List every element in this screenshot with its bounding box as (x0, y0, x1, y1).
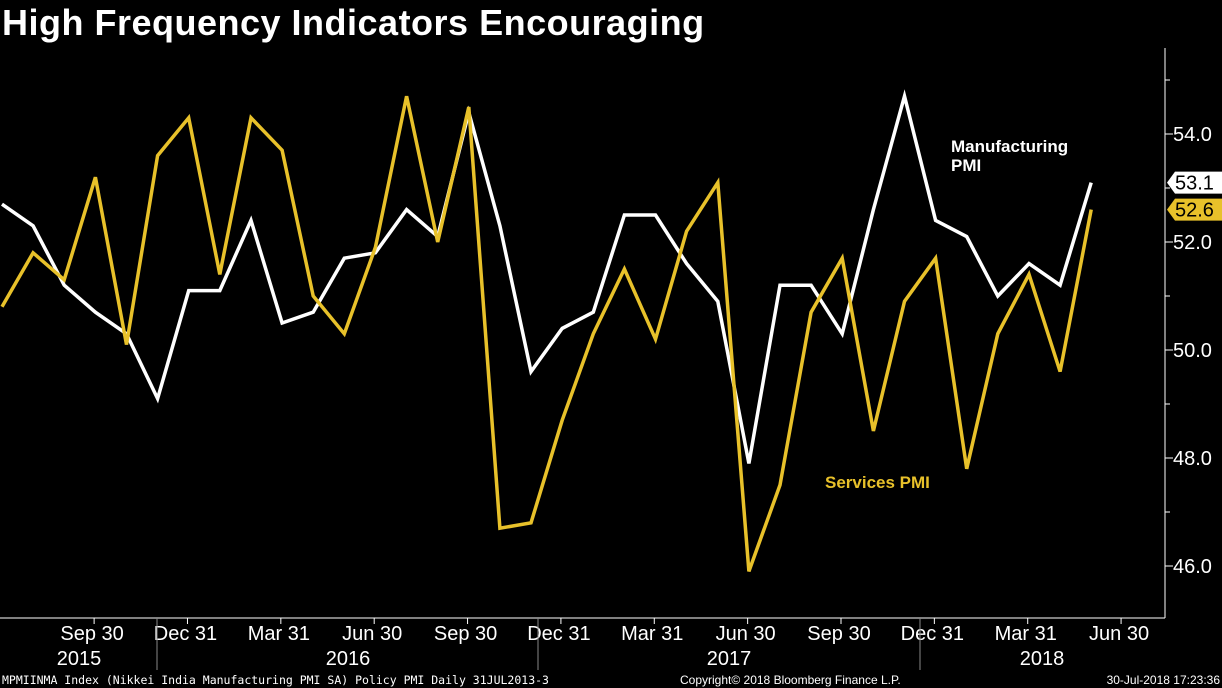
year-label: 2018 (1020, 648, 1065, 670)
x-tick-label: Sep 30 (434, 623, 497, 645)
y-tick-label: 52.0 (1173, 232, 1212, 254)
y-tick-label: 48.0 (1173, 448, 1212, 470)
manufacturing-pmi-line (1, 89, 1093, 464)
year-label: 2015 (57, 648, 102, 670)
y-tick-label: 54.0 (1173, 124, 1212, 146)
manufacturing-pmi-label-line1: Manufacturing (951, 137, 1068, 156)
services-pmi-tag-bg (1167, 198, 1222, 221)
axes: 46.0 48.0 50.0 52.0 54.0 Sep 30 Dec 31 Mar 31 Ju… (0, 48, 1212, 670)
manufacturing-pmi-tag-bg (1167, 171, 1222, 194)
x-tick-label: Mar 31 (995, 623, 1057, 645)
year-label: 2016 (326, 648, 371, 670)
x-tick-label: Mar 31 (621, 623, 683, 645)
x-tick-label: Jun 30 (716, 623, 776, 645)
y-tick-label: 46.0 (1173, 556, 1212, 578)
manufacturing-pmi-tag-value: 53.1 (1175, 173, 1214, 195)
y-tick-label: 50.0 (1173, 340, 1212, 362)
x-tick-label: Jun 30 (342, 623, 402, 645)
footer-copyright: Copyright© 2018 Bloomberg Finance L.P. (680, 673, 901, 687)
x-tick-label: Sep 30 (60, 623, 123, 645)
footer-source: MPMIINMA Index (Nikkei India Manufacturi… (2, 673, 549, 687)
chart-title: High Frequency Indicators Encouraging (2, 2, 705, 43)
manufacturing-pmi-label-line2: PMI (951, 156, 981, 175)
x-tick-label: Jun 30 (1089, 623, 1149, 645)
year-label: 2017 (707, 648, 752, 670)
services-pmi-label: Services PMI (825, 473, 930, 492)
services-pmi-line (0, 95, 1093, 572)
services-pmi-tag-value: 52.6 (1175, 200, 1214, 222)
x-tick-label: Dec 31 (527, 623, 590, 645)
x-tick-label: Dec 31 (154, 623, 217, 645)
x-tick-label: Sep 30 (807, 623, 870, 645)
x-tick-label: Mar 31 (248, 623, 310, 645)
x-tick-label: Dec 31 (901, 623, 964, 645)
series-layer (0, 89, 1093, 572)
footer-timestamp: 30-Jul-2018 17:23:36 (1106, 673, 1220, 687)
